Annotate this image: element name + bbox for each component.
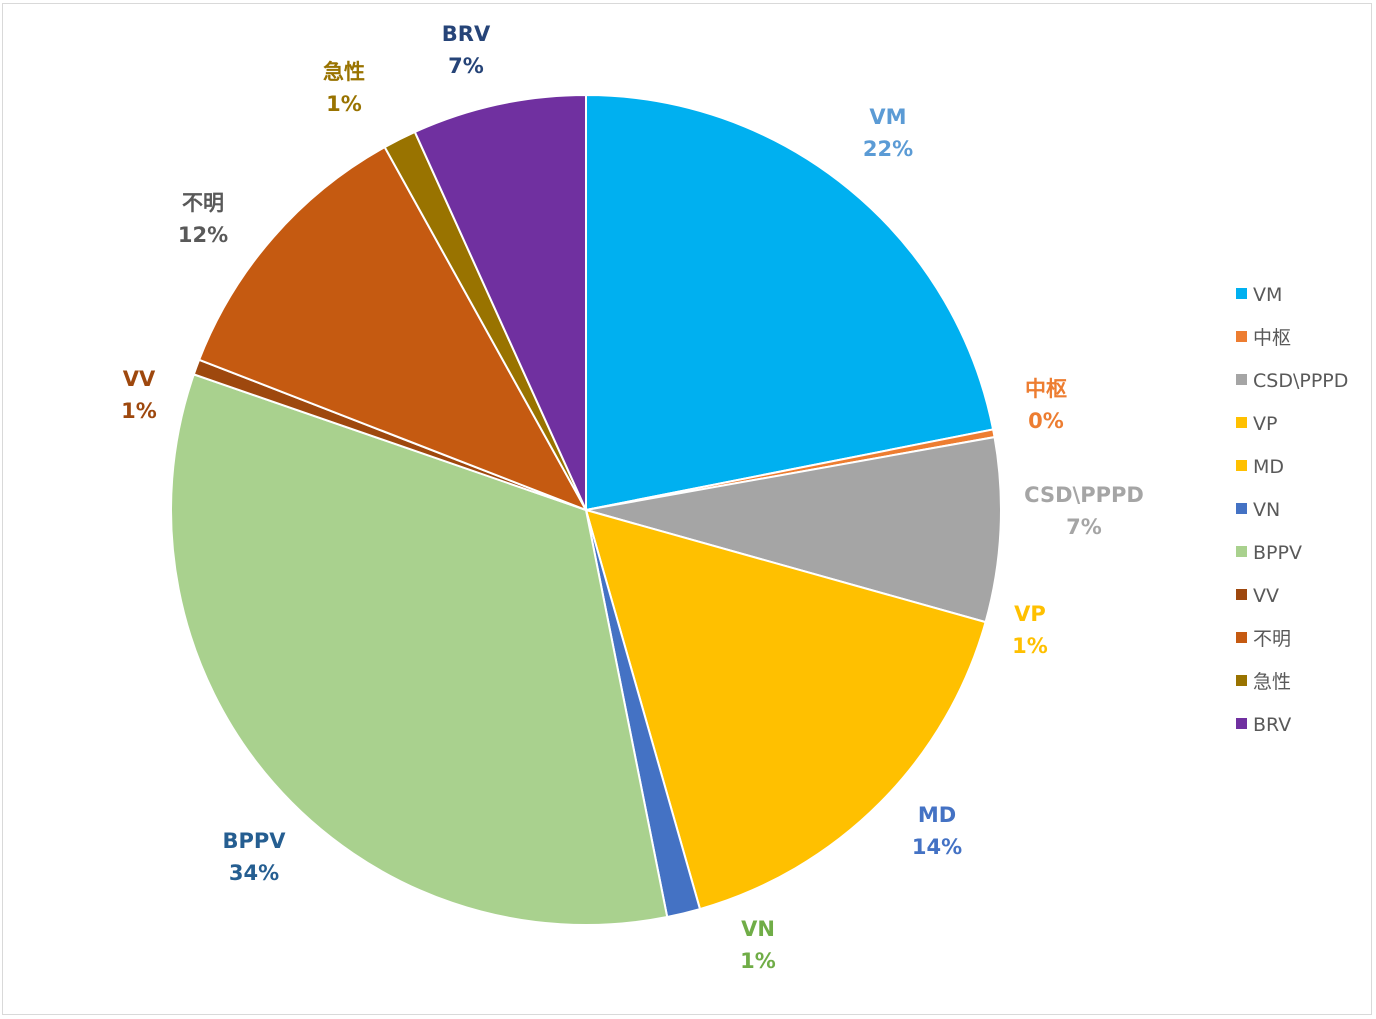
pie-slice-2 — [585, 435, 1002, 624]
data-label-category: CSD\PPPD — [1024, 483, 1144, 507]
pie-slice-0 — [585, 93, 995, 512]
data-label-category: BPPV — [222, 829, 286, 853]
legend-swatch — [1236, 460, 1247, 471]
pie-slices — [170, 93, 1002, 926]
legend-swatch — [1236, 503, 1247, 514]
legend-swatch — [1236, 288, 1247, 299]
data-label-percent: 1% — [1012, 634, 1048, 658]
data-label-category: 急性 — [323, 60, 365, 84]
pie-slice-10 — [413, 93, 587, 511]
legend-label: 中枢 — [1253, 327, 1291, 349]
data-label-percent: 34% — [229, 861, 279, 885]
legend-swatch — [1236, 675, 1247, 686]
legend-swatch — [1236, 718, 1247, 729]
data-label-percent: 1% — [740, 949, 776, 973]
data-label-category: VN — [741, 917, 775, 941]
pie-slice-6 — [170, 373, 669, 926]
legend-swatch — [1236, 546, 1247, 557]
data-labels: VM 22% 中枢 0% CSD\PPPD 7% VP 1% MD 14% VN 1% BPPV 34% V… — [121, 22, 1144, 973]
data-label-percent: 1% — [121, 399, 157, 423]
data-label-percent: 7% — [1066, 515, 1102, 539]
data-label-category: VP — [1014, 602, 1046, 626]
legend-label: VM — [1253, 284, 1282, 306]
pie-slice-8 — [197, 145, 589, 512]
legend-swatch — [1236, 374, 1247, 385]
legend-label: VV — [1253, 585, 1279, 607]
data-label-percent: 0% — [1028, 409, 1064, 433]
legend-swatch — [1236, 632, 1247, 643]
data-label-percent: 22% — [863, 137, 913, 161]
data-label-category: VV — [123, 367, 156, 391]
data-label-percent: 14% — [912, 835, 962, 859]
pie-slice-4 — [584, 508, 987, 911]
legend-label: 不明 — [1253, 628, 1291, 650]
legend-label: 急性 — [1253, 671, 1291, 693]
legend-swatch — [1236, 589, 1247, 600]
legend-label: VN — [1253, 499, 1280, 521]
data-label-percent: 12% — [178, 223, 228, 247]
legend-label: MD — [1253, 456, 1284, 478]
legend-swatch — [1236, 331, 1247, 342]
data-label-category: BRV — [442, 22, 491, 46]
data-label-category: VM — [869, 105, 906, 129]
data-label-category: 不明 — [182, 191, 224, 215]
legend-label: CSD\PPPD — [1253, 370, 1348, 392]
data-label-category: MD — [918, 803, 956, 827]
data-label-percent: 1% — [326, 92, 362, 116]
chart-frame — [2, 3, 1372, 1015]
legend-label: BPPV — [1253, 542, 1302, 564]
legend-swatch — [1236, 417, 1247, 428]
legend-label: VP — [1253, 413, 1277, 435]
data-label-percent: 7% — [448, 54, 484, 78]
data-label-category: 中枢 — [1025, 377, 1067, 401]
legend-label: BRV — [1253, 714, 1291, 736]
